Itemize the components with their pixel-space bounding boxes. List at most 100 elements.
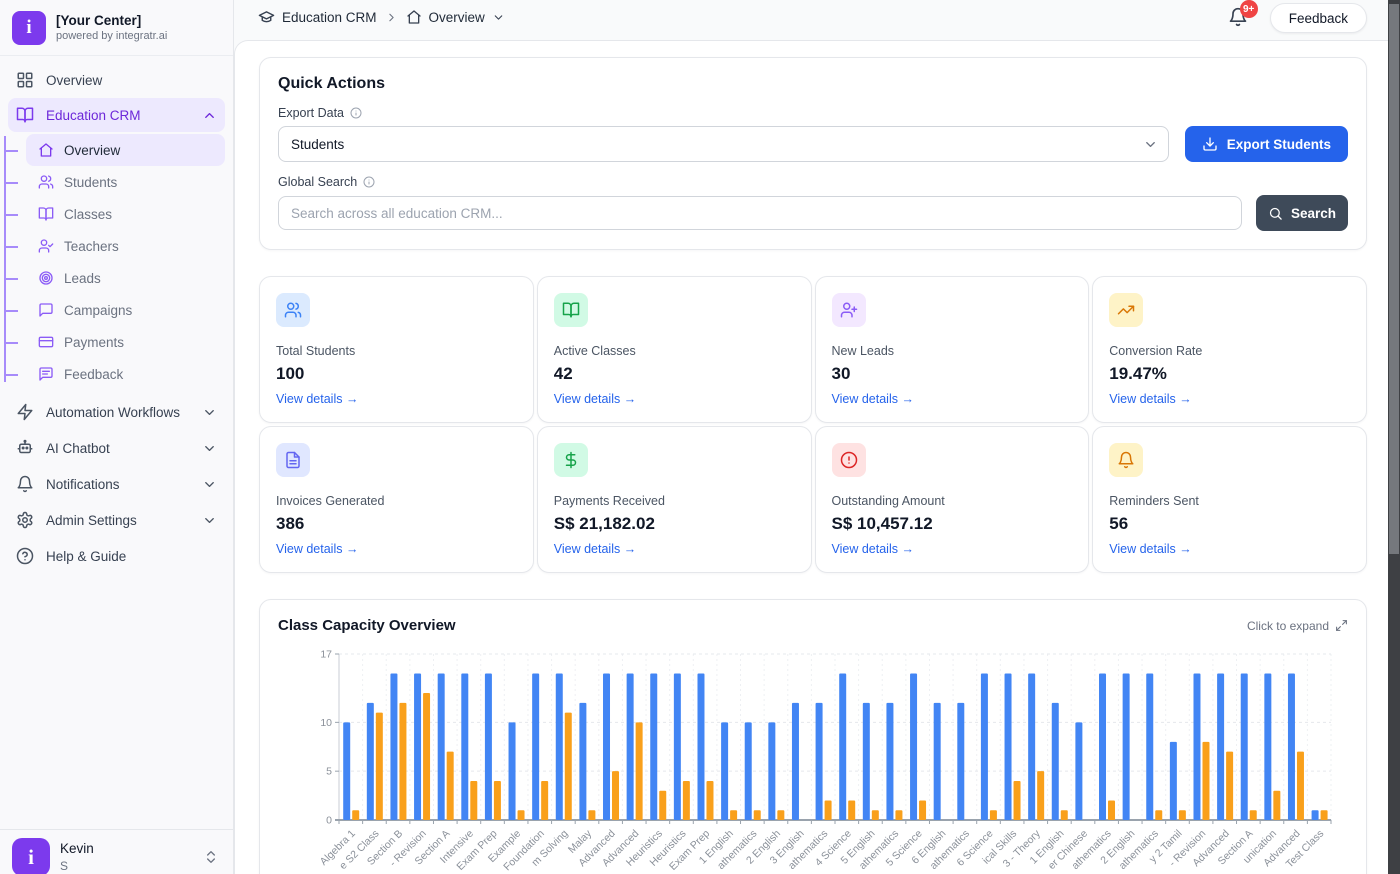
export-data-selected-value: Students [291,137,344,152]
chevron-down-icon [202,513,217,528]
file-text-icon [276,443,310,477]
stats-grid: Total Students100View details →Active Cl… [259,276,1367,573]
breadcrumb-education-crm[interactable]: Education CRM [258,9,377,26]
sidebar-subitem-teachers[interactable]: Teachers [26,230,225,262]
class-capacity-card: Class Capacity Overview Click to expand … [259,599,1367,874]
stat-card-outstanding-amount: Outstanding AmountS$ 10,457.12View detai… [815,426,1090,573]
chevrons-up-down-icon [203,849,219,865]
info-icon [350,107,362,119]
credit-card-icon [38,334,54,350]
bell-icon [16,475,34,493]
class-capacity-bar-chart: 051017Algebra 1e S2 ClassSection B- Revi… [278,645,1348,874]
sidebar-subitem-leads[interactable]: Leads [26,262,225,294]
stat-label: New Leads [832,344,895,358]
brand-tagline: powered by integratr.ai [56,30,167,42]
chart-title: Class Capacity Overview [278,617,456,634]
view-details-link[interactable]: View details → [554,392,636,406]
breadcrumb-overview[interactable]: Overview [406,9,505,25]
scrollbar-thumb[interactable] [1389,4,1399,554]
chevron-down-icon [202,441,217,456]
sidebar-item-admin-settings[interactable]: Admin Settings [8,502,225,538]
graduation-cap-icon [258,9,275,26]
sidebar-item-overview[interactable]: Overview [8,63,225,97]
stat-label: Payments Received [554,494,665,508]
stat-label: Total Students [276,344,355,358]
sidebar-subitem-label: Payments [64,335,124,350]
search-button-label: Search [1291,206,1336,221]
target-icon [38,270,54,286]
breadcrumb-label: Education CRM [282,10,377,25]
sidebar-subitem-classes[interactable]: Classes [26,198,225,230]
page-scrollbar[interactable] [1388,0,1400,874]
stat-card-active-classes: Active Classes42View details → [537,276,812,423]
stat-card-reminders-sent: Reminders Sent 56 View details → [1092,426,1367,573]
avatar: i [12,838,50,874]
users-icon [38,174,54,190]
top-bar: Education CRM Overview 9+ Feedback [234,0,1388,40]
user-name: Kevin [60,841,193,856]
sidebar-item-help-guide[interactable]: Help & Guide [8,538,225,574]
sidebar-item-label: AI Chatbot [46,441,190,456]
app-brand: i [Your Center] powered by integratr.ai [0,0,233,56]
view-details-link[interactable]: View details → [1109,392,1191,406]
stat-value: 56 [1109,514,1128,534]
stat-value: S$ 21,182.02 [554,514,655,534]
sidebar-item-notifications[interactable]: Notifications [8,466,225,502]
trending-up-icon [1109,293,1143,327]
sidebar-item-label: Overview [46,73,217,88]
view-details-link[interactable]: View details → [276,542,358,556]
book-open-icon [38,206,54,222]
sidebar-item-automation-workflows[interactable]: Automation Workflows [8,394,225,430]
gear-icon [16,511,34,529]
stat-value: 19.47% [1109,364,1167,384]
bell-icon [1109,443,1143,477]
quick-actions-card: Quick Actions Export Data Students Expor… [259,57,1367,250]
grid-icon [16,71,34,89]
sidebar-subitem-campaigns[interactable]: Campaigns [26,294,225,326]
chevron-down-icon [492,11,505,24]
stat-label: Conversion Rate [1109,344,1202,358]
info-icon [363,176,375,188]
view-details-link[interactable]: View details → [1109,542,1191,556]
view-details-link[interactable]: View details → [276,392,358,406]
sidebar-subitem-label: Teachers [64,239,119,254]
sidebar-subitem-label: Classes [64,207,112,222]
breadcrumb: Education CRM Overview [258,3,505,31]
user-check-icon [38,238,54,254]
stat-label: Reminders Sent [1109,494,1199,508]
sidebar-subitem-feedback[interactable]: Feedback [26,358,225,390]
tree-line [4,136,6,382]
view-details-link[interactable]: View details → [554,542,636,556]
notification-badge: 9+ [1240,0,1258,18]
stat-value: 386 [276,514,304,534]
user-menu[interactable]: i Kevin S [0,829,233,874]
notifications-bell-button[interactable]: 9+ [1228,7,1248,32]
sidebar-item-label: Education CRM [46,108,190,123]
home-icon [38,142,54,158]
users-icon [276,293,310,327]
user-plus-icon [832,293,866,327]
expand-chart-button[interactable]: Click to expand [1247,619,1348,633]
sidebar-subitem-label: Feedback [64,367,123,382]
export-data-select[interactable]: Students [278,126,1169,162]
search-button[interactable]: Search [1256,195,1348,231]
view-details-link[interactable]: View details → [832,392,914,406]
feedback-button[interactable]: Feedback [1270,3,1367,33]
export-data-label: Export Data [278,106,344,120]
svg-text:5: 5 [326,766,332,778]
sidebar-subitem-students[interactable]: Students [26,166,225,198]
sidebar-subitem-label: Campaigns [64,303,132,318]
sidebar-subitem-payments[interactable]: Payments [26,326,225,358]
education-crm-submenu: OverviewStudents Classes Teachers Leads Camp… [0,134,233,390]
sidebar-item-ai-chatbot[interactable]: AI Chatbot [8,430,225,466]
global-search-label: Global Search [278,175,357,189]
view-details-link[interactable]: View details → [832,542,914,556]
chevron-down-icon [1143,137,1158,152]
bot-icon [16,439,34,457]
stat-value: 100 [276,364,304,384]
sidebar-subitem-overview[interactable]: Overview [26,134,225,166]
expand-hint-label: Click to expand [1247,619,1329,633]
global-search-input[interactable] [278,196,1242,230]
export-students-button[interactable]: Export Students [1185,126,1348,162]
sidebar-item-education-crm[interactable]: Education CRM [8,98,225,132]
